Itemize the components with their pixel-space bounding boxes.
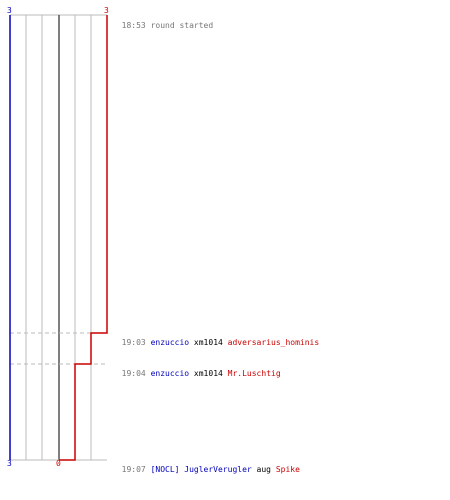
event-weapon: xm1014 xyxy=(193,338,223,347)
blue-score-top: 3 xyxy=(7,6,12,15)
event-weapon: xm1014 xyxy=(193,369,223,378)
event-status: round started xyxy=(150,21,214,30)
event-row: 19:03 enzuccio xm1014 adversarius_homini… xyxy=(112,328,320,348)
event-row: 19:04 enzuccio xm1014 Mr.Luschtig xyxy=(112,359,281,379)
event-victim: Spike xyxy=(275,465,300,474)
event-killer: [NOCL] JuglerVerugler xyxy=(150,465,252,474)
event-victim: adversarius_hominis xyxy=(227,338,320,347)
event-time: 19:04 xyxy=(121,369,146,378)
blue-score-bottom: 3 xyxy=(7,459,12,468)
event-time: 18:53 xyxy=(121,21,146,30)
event-victim: Mr.Luschtig xyxy=(227,369,281,378)
event-weapon: aug xyxy=(256,465,271,474)
event-row: 18:53 round started xyxy=(112,11,214,31)
event-time: 19:07 xyxy=(121,465,146,474)
event-time: 19:03 xyxy=(121,338,146,347)
event-row: 19:07 [NOCL] JuglerVerugler aug Spike xyxy=(112,455,300,475)
event-killer: enzuccio xyxy=(150,338,190,347)
red-score-bottom: 0 xyxy=(56,459,61,468)
red-team-line xyxy=(59,15,108,461)
red-score-top: 3 xyxy=(104,6,109,15)
event-killer: enzuccio xyxy=(150,369,190,378)
